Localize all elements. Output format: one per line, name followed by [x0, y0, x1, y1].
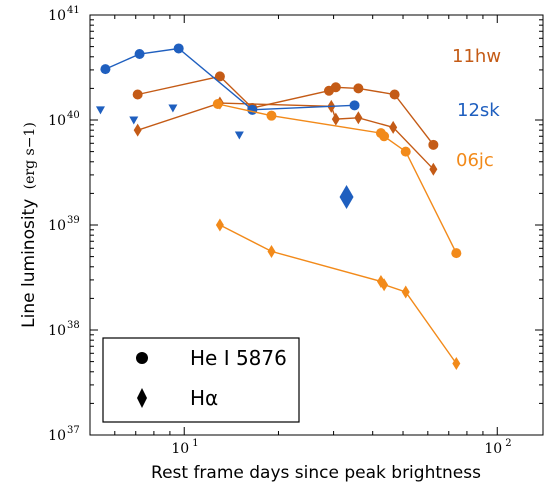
y-tick-label-exp-38: 38 — [67, 320, 80, 331]
point-12sk-upper-limits-0 — [95, 106, 105, 115]
point-11hw-h-4 — [354, 111, 363, 125]
y-axis-label-group: Line luminosity (erg s−1) — [19, 122, 39, 328]
y-tick-label-39: 10 — [48, 218, 66, 234]
point-12sk-he-i-5876-4 — [349, 100, 360, 111]
x-tick-label-0: 10 — [171, 441, 189, 457]
point-06jc-h-4 — [401, 285, 410, 299]
point-11hw-he-i-5876-0 — [132, 89, 143, 100]
point-11hw-he-i-5876-6 — [389, 89, 400, 100]
annotation-06jc: 06jc — [456, 150, 494, 171]
point-06jc-he-i-5876-1 — [266, 110, 277, 121]
legend-label-halpha: Hα — [190, 386, 218, 410]
y-tick-label-exp-39: 39 — [67, 215, 80, 226]
point-11hw-he-i-5876-7 — [428, 139, 439, 150]
y-tick-label-41: 10 — [48, 8, 66, 24]
point-12sk-he-i-5876-2 — [173, 43, 184, 54]
x-tick-label-exp-0: 1 — [192, 438, 198, 449]
point-11hw-h-6 — [429, 162, 438, 176]
point-06jc-h-5 — [452, 356, 461, 370]
point-12sk-upper-limits-2 — [168, 104, 178, 113]
y-tick-label-37: 10 — [48, 428, 66, 444]
legend: He I 5876 Hα — [102, 337, 300, 423]
point-12sk-he-i-5876-3 — [247, 104, 258, 115]
point-11hw-he-i-5876-4 — [330, 82, 341, 93]
point-06jc-he-i-5876-4 — [400, 146, 411, 157]
point-12sk-upper-limits-1 — [129, 116, 139, 125]
y-tick-label-40: 10 — [48, 113, 66, 129]
point-06jc-he-i-5876-0 — [212, 99, 223, 110]
point-06jc-h-3 — [380, 278, 389, 292]
point-12sk-he-i-5876-1 — [134, 49, 145, 60]
point-12sk-he-i-5876-0 — [100, 64, 111, 75]
point-06jc-he-i-5876-5 — [451, 248, 462, 259]
y-tick-label-exp-40: 40 — [67, 110, 80, 121]
point-12sk-upper-limits-3 — [234, 131, 244, 140]
legend-marker-circle — [136, 352, 148, 364]
x-tick-label-exp-1: 2 — [505, 438, 511, 449]
y-axis-unit: (erg s−1) — [22, 122, 38, 189]
plot-marks — [95, 43, 462, 370]
legend-label-he: He I 5876 — [190, 346, 287, 370]
y-tick-label-exp-37: 37 — [67, 425, 80, 436]
point-06jc-h-0 — [215, 218, 224, 232]
point-11hw-h-5 — [389, 120, 398, 134]
y-axis-label: Line luminosity (erg s−1) — [19, 122, 39, 328]
x-tick-label-1: 10 — [484, 441, 502, 457]
y-axis-label-text: Line luminosity — [19, 199, 39, 328]
annotation-11hw: 11hw — [452, 46, 501, 67]
point-11hw-he-i-5876-1 — [214, 71, 225, 82]
point-11hw-h-0 — [133, 123, 142, 137]
y-tick-label-exp-41: 41 — [67, 5, 80, 16]
point-06jc-h-1 — [267, 244, 276, 258]
point-12sk-h-0 — [339, 184, 354, 209]
legend-marker-diamond — [137, 388, 147, 408]
legend-box — [102, 337, 300, 423]
annotation-12sk: 12sk — [457, 100, 500, 121]
point-06jc-he-i-5876-3 — [379, 131, 390, 142]
y-tick-label-38: 10 — [48, 323, 66, 339]
point-11hw-he-i-5876-5 — [353, 83, 364, 94]
point-11hw-h-3 — [331, 112, 340, 126]
x-axis-label: Rest frame days since peak brightness — [151, 463, 481, 483]
